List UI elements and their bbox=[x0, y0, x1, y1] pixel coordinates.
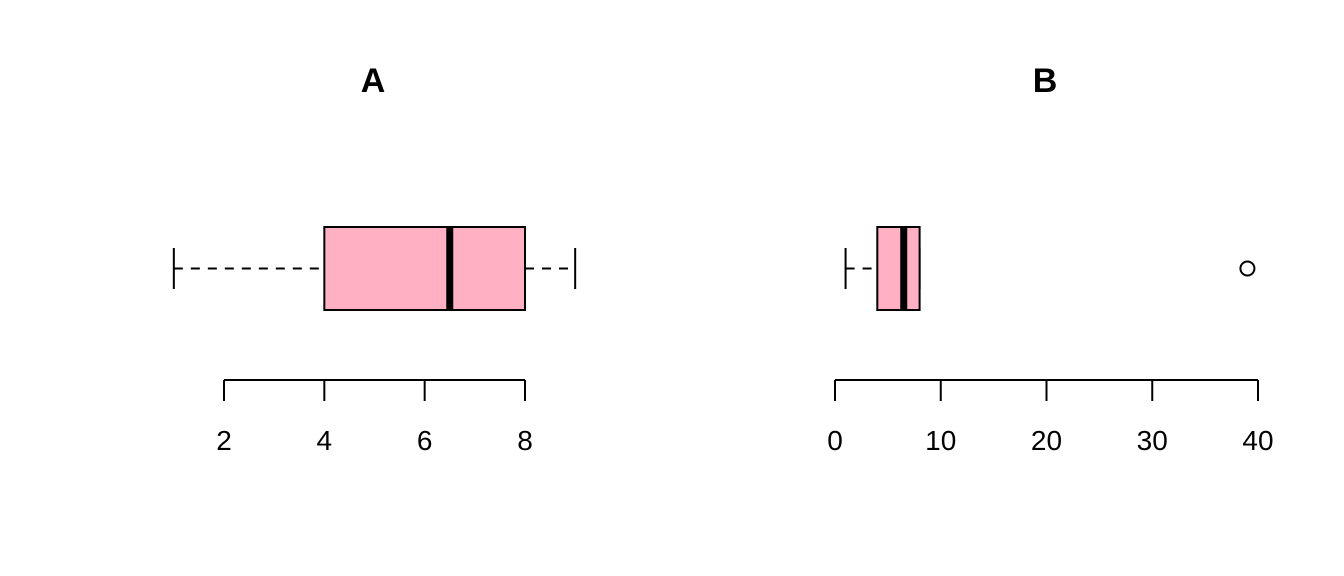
panel-a-x-tick-label: 4 bbox=[317, 425, 333, 456]
panel-a-x-tick-label: 2 bbox=[216, 425, 232, 456]
panel-b-x-tick-label: 10 bbox=[925, 425, 956, 456]
panel-b: B 0 10 20 30 40 bbox=[827, 62, 1273, 456]
panel-a-x-tick-label: 6 bbox=[417, 425, 433, 456]
panel-b-x-tick-label: 40 bbox=[1242, 425, 1273, 456]
panel-a: A 2 4 6 8 bbox=[174, 62, 575, 456]
panel-a-iqr-box bbox=[324, 227, 525, 310]
panel-b-outlier-point bbox=[1240, 262, 1254, 276]
panel-b-title: B bbox=[1033, 62, 1058, 100]
panel-b-x-tick-label: 20 bbox=[1031, 425, 1062, 456]
panel-b-x-tick-label: 30 bbox=[1137, 425, 1168, 456]
panel-b-iqr-box bbox=[877, 227, 919, 310]
panel-a-x-tick-label: 8 bbox=[517, 425, 533, 456]
panel-a-title: A bbox=[361, 62, 386, 100]
panel-b-x-tick-label: 0 bbox=[827, 425, 843, 456]
